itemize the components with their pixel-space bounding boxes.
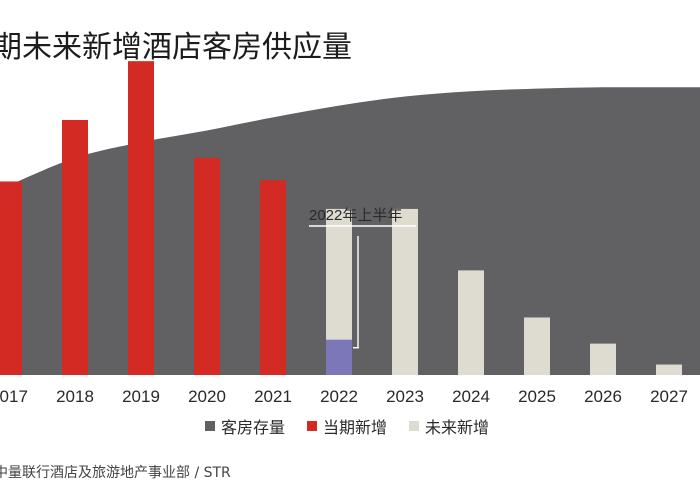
future-bar-2023 [392, 208, 418, 375]
legend-label-stock: 客房存量 [221, 418, 286, 437]
future-bar-2026 [590, 343, 616, 375]
x-tick-label-2020: 2020 [188, 387, 226, 406]
current-bar-2021 [260, 180, 286, 375]
current-bar-2017 [0, 181, 22, 375]
legend-item-future: 未来新增 [409, 414, 489, 438]
current-bar-2020 [194, 157, 220, 375]
legend-label-current: 当期新增 [323, 418, 388, 437]
annotation-label-2022-h1: 2022年上半年 [309, 207, 402, 224]
future-bar-2025 [524, 317, 550, 375]
current-bar-2018 [62, 120, 88, 375]
chart-legend: 客房存量 当期新增 未来新增 [205, 414, 489, 438]
current-bar-2019 [128, 61, 154, 376]
x-tick-label-2024: 2024 [452, 387, 490, 406]
highlight-segment-2022 [326, 339, 352, 375]
x-tick-label-2022: 2022 [320, 387, 358, 406]
x-tick-label-2023: 2023 [386, 387, 424, 406]
x-tick-label-2025: 2025 [518, 387, 556, 406]
source-note: 中量联行酒店及旅游地产事业部 / STR [0, 465, 231, 481]
future-bar-2027 [656, 364, 682, 375]
future-bar-2024 [458, 270, 484, 375]
chart-title: 期未来新增酒店客房供应量 [0, 30, 352, 65]
x-tick-label-2021: 2021 [254, 387, 292, 406]
x-tick-label-2026: 2026 [584, 387, 622, 406]
x-tick-label-2018: 2018 [56, 387, 94, 406]
legend-item-stock: 客房存量 [205, 414, 285, 438]
x-tick-label-2027: 2027 [650, 387, 688, 406]
x-tick-label-2019: 2019 [122, 387, 160, 406]
legend-swatch-stock [205, 421, 215, 431]
legend-label-future: 未来新增 [425, 418, 490, 437]
x-tick-label-2017: 2017 [0, 387, 28, 406]
legend-item-current: 当期新增 [307, 414, 387, 438]
legend-swatch-future [409, 421, 420, 431]
legend-swatch-current [307, 421, 318, 431]
